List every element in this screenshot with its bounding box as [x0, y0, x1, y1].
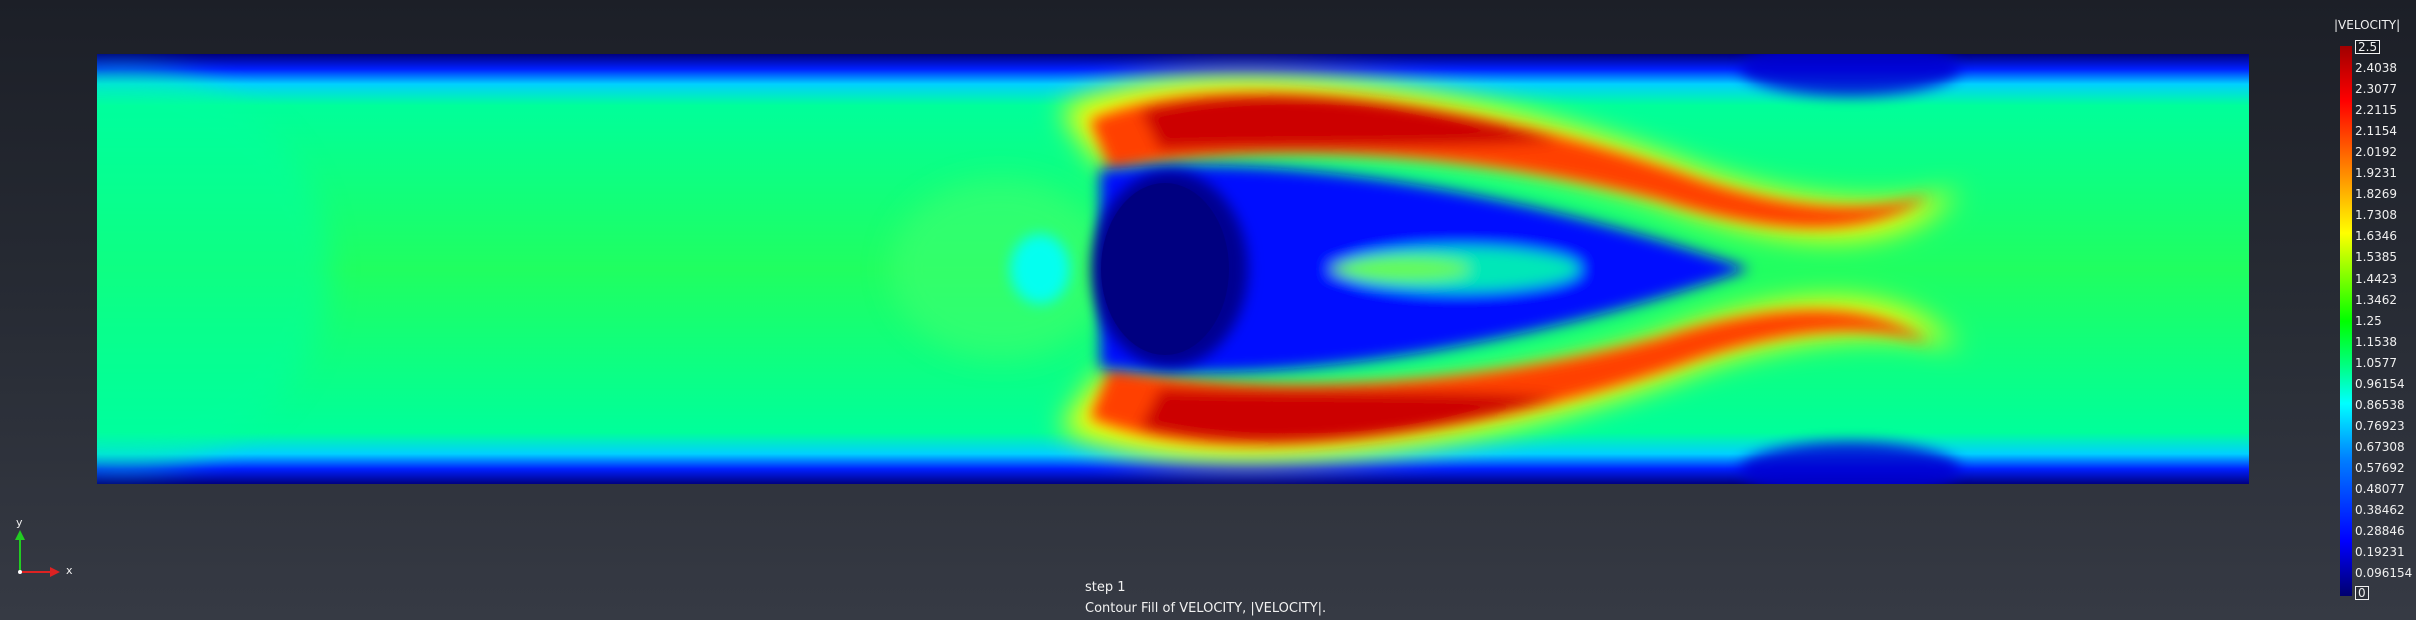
legend-tick-label: 0.096154 — [2355, 566, 2413, 581]
legend-tick-label: 2.3077 — [2355, 82, 2397, 97]
legend-tick-label: 0.38462 — [2355, 503, 2405, 518]
legend-tick-label: 0.19231 — [2355, 545, 2405, 560]
legend-tick-label: 0.76923 — [2355, 418, 2405, 433]
contour-caption: Contour Fill of VELOCITY, |VELOCITY|. — [1085, 601, 1327, 616]
legend-max-value: 2.5 — [2355, 40, 2381, 54]
legend-min-value: 0 — [2355, 586, 2369, 600]
legend-tick-label: 0.86538 — [2355, 397, 2405, 412]
legend-tick-label: 1.5385 — [2355, 250, 2397, 265]
axis-triad — [15, 530, 60, 577]
legend-tick-label: 0.48077 — [2355, 482, 2405, 496]
legend-tick-label: 1.9231 — [2355, 166, 2397, 181]
legend-ticks: 2.5 0 2.4038 2.3077 2.2115 2.1154 2.0192 1.92… — [2355, 40, 2415, 600]
legend-tick-label: 1.6346 — [2355, 229, 2397, 244]
legend-tick-label: 0.96154 — [2355, 376, 2405, 391]
x-axis-label: x — [66, 564, 73, 577]
legend-tick-label: 2.2115 — [2355, 103, 2397, 118]
legend-tick-label: 1.8269 — [2355, 187, 2397, 202]
y-axis-label: y — [16, 516, 23, 529]
legend-tick-label: 1.7308 — [2355, 208, 2397, 223]
legend-title: |VELOCITY| — [2334, 18, 2401, 32]
legend-tick-label: 0.57692 — [2355, 460, 2405, 475]
legend-tick-label: 1.3462 — [2355, 292, 2397, 307]
flow-domain — [97, 54, 2249, 484]
legend-tick-label: 0.67308 — [2355, 439, 2405, 454]
legend-tick-label: 1.25 — [2355, 313, 2382, 328]
legend-tick-label: 2.4038 — [2355, 61, 2397, 75]
legend-tick-label: 2.1154 — [2355, 124, 2397, 139]
legend-tick-label: 2.0192 — [2355, 145, 2397, 160]
legend-tick-label: 1.4423 — [2355, 271, 2397, 286]
step-label: step 1 — [1085, 580, 1126, 595]
legend-tick-label: 0.28846 — [2355, 524, 2405, 539]
legend-tick-label: 1.1538 — [2355, 334, 2397, 349]
legend-colorbar — [2340, 46, 2352, 596]
legend-tick-label: 1.0577 — [2355, 355, 2397, 370]
